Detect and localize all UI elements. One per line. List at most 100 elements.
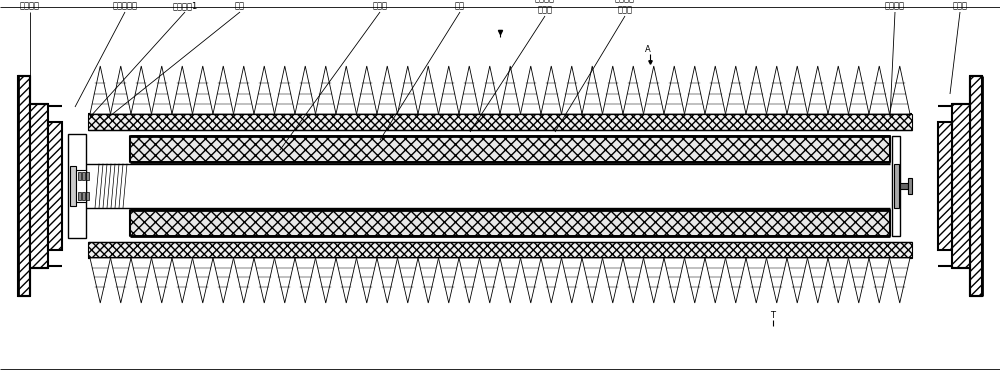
- Polygon shape: [398, 66, 418, 114]
- Polygon shape: [623, 66, 644, 114]
- Polygon shape: [254, 66, 274, 114]
- Polygon shape: [172, 66, 192, 114]
- Polygon shape: [787, 66, 808, 114]
- Polygon shape: [480, 66, 500, 114]
- Polygon shape: [356, 66, 377, 114]
- Polygon shape: [152, 66, 172, 114]
- Polygon shape: [234, 66, 254, 114]
- Bar: [892, 136, 900, 236]
- Text: 金属板: 金属板: [952, 1, 968, 10]
- Polygon shape: [705, 258, 726, 303]
- Bar: [85, 162, 910, 210]
- Text: 环氧玻璃
纤维管: 环氧玻璃 纤维管: [615, 0, 635, 14]
- Bar: [894, 164, 899, 208]
- Text: 金属压板: 金属压板: [20, 1, 40, 10]
- Polygon shape: [664, 66, 684, 114]
- Text: 包边: 包边: [455, 1, 465, 10]
- Polygon shape: [746, 66, 767, 114]
- Polygon shape: [459, 258, 480, 303]
- Bar: [18, 76, 30, 296]
- Polygon shape: [131, 258, 152, 303]
- Polygon shape: [90, 258, 110, 303]
- Text: 环氧玻璃
纤维管: 环氧玻璃 纤维管: [535, 0, 555, 14]
- Polygon shape: [377, 258, 398, 303]
- Polygon shape: [500, 258, 520, 303]
- Bar: [130, 210, 890, 236]
- Bar: [88, 114, 912, 130]
- Polygon shape: [828, 258, 848, 303]
- Bar: [938, 122, 952, 250]
- Polygon shape: [500, 66, 520, 114]
- Polygon shape: [213, 258, 234, 303]
- Polygon shape: [562, 66, 582, 114]
- Polygon shape: [746, 258, 767, 303]
- Polygon shape: [541, 258, 562, 303]
- Polygon shape: [398, 258, 418, 303]
- Polygon shape: [110, 258, 131, 303]
- Polygon shape: [562, 258, 582, 303]
- Text: A: A: [645, 45, 651, 54]
- Bar: [88, 242, 912, 258]
- Polygon shape: [767, 258, 787, 303]
- Polygon shape: [274, 66, 295, 114]
- Polygon shape: [459, 66, 480, 114]
- Bar: [952, 104, 970, 268]
- Text: 金属垫块1: 金属垫块1: [172, 1, 198, 10]
- Polygon shape: [684, 258, 705, 303]
- Polygon shape: [644, 66, 664, 114]
- Polygon shape: [336, 258, 356, 303]
- Polygon shape: [438, 66, 459, 114]
- Polygon shape: [726, 66, 746, 114]
- Polygon shape: [684, 66, 705, 114]
- Polygon shape: [808, 66, 828, 114]
- Polygon shape: [90, 66, 110, 114]
- Bar: [82, 172, 85, 180]
- Text: T: T: [770, 311, 776, 320]
- Text: 金属垫圈: 金属垫圈: [885, 1, 905, 10]
- Polygon shape: [828, 66, 848, 114]
- Polygon shape: [623, 258, 644, 303]
- Polygon shape: [131, 66, 152, 114]
- Bar: [900, 183, 908, 189]
- Bar: [76, 170, 86, 202]
- Polygon shape: [110, 66, 131, 114]
- Polygon shape: [316, 258, 336, 303]
- Polygon shape: [316, 66, 336, 114]
- Polygon shape: [869, 258, 890, 303]
- Polygon shape: [848, 258, 869, 303]
- Bar: [68, 134, 86, 238]
- Polygon shape: [438, 258, 459, 303]
- Polygon shape: [808, 258, 828, 303]
- Polygon shape: [726, 258, 746, 303]
- Polygon shape: [172, 258, 192, 303]
- Polygon shape: [890, 258, 910, 303]
- Polygon shape: [602, 66, 623, 114]
- Polygon shape: [705, 66, 726, 114]
- Polygon shape: [582, 258, 602, 303]
- Bar: [970, 76, 982, 296]
- Polygon shape: [192, 258, 213, 303]
- Polygon shape: [274, 258, 295, 303]
- Bar: [86, 192, 89, 200]
- Polygon shape: [295, 258, 316, 303]
- Polygon shape: [234, 258, 254, 303]
- Bar: [48, 122, 62, 250]
- Bar: [130, 136, 890, 162]
- Bar: [88, 130, 912, 242]
- Polygon shape: [418, 258, 438, 303]
- Bar: [78, 192, 81, 200]
- Bar: [908, 178, 912, 194]
- Polygon shape: [644, 258, 664, 303]
- Polygon shape: [520, 66, 541, 114]
- Polygon shape: [152, 258, 172, 303]
- Polygon shape: [520, 258, 541, 303]
- Text: 弹簧: 弹簧: [235, 1, 245, 10]
- Polygon shape: [377, 66, 398, 114]
- Text: 金属上垫板: 金属上垫板: [112, 1, 138, 10]
- Bar: [30, 104, 48, 268]
- Polygon shape: [848, 66, 869, 114]
- Polygon shape: [890, 66, 910, 114]
- Polygon shape: [192, 66, 213, 114]
- Polygon shape: [336, 66, 356, 114]
- Polygon shape: [767, 66, 787, 114]
